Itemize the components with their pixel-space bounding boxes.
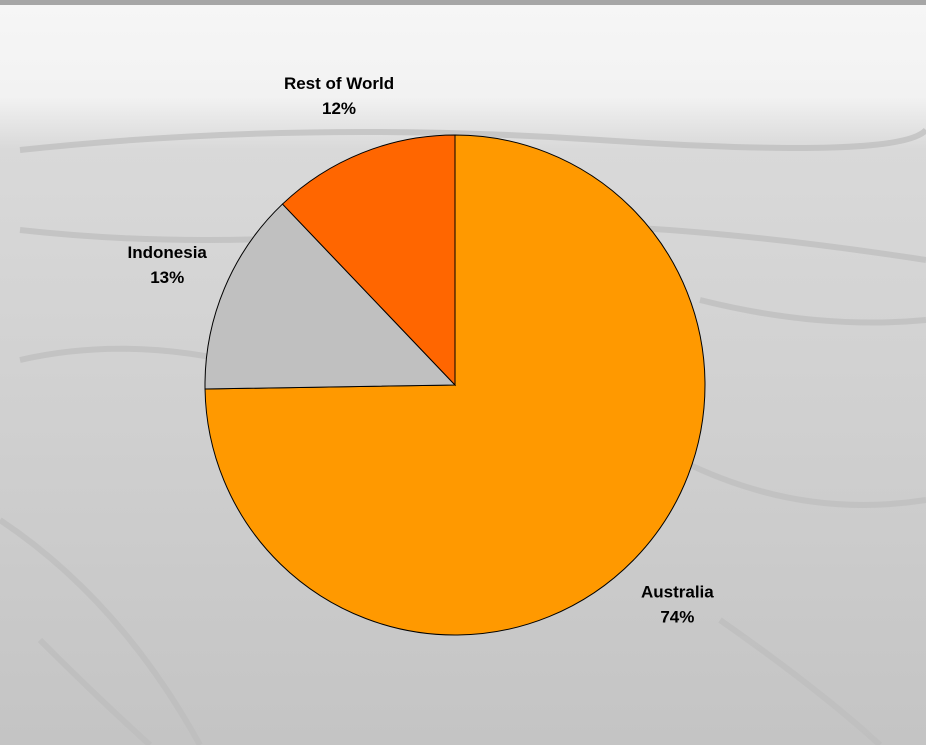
top-bar (0, 0, 926, 5)
value-label: 74% (660, 607, 694, 626)
value-label: 12% (322, 99, 356, 118)
slice-label: Indonesia (128, 243, 208, 262)
pie-slice (204, 203, 457, 390)
pie-slice (281, 134, 456, 387)
slice-label: Australia (641, 582, 714, 601)
value-label: 13% (150, 268, 184, 287)
slice-label: Rest of World (284, 74, 394, 93)
